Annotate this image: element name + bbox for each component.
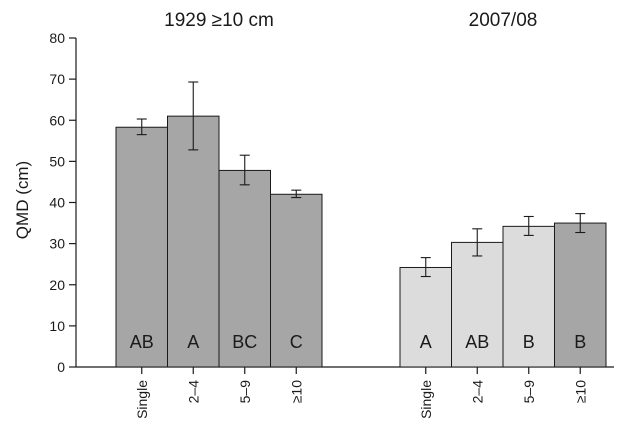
x-tick-label: Single: [134, 380, 150, 419]
bar: [502, 225, 555, 368]
y-tick-label: 40: [49, 195, 65, 211]
x-tick-label: ≥10: [288, 380, 304, 403]
significance-letter: AB: [465, 332, 489, 352]
y-tick-label: 60: [49, 112, 65, 128]
y-tick-label: 20: [49, 277, 65, 293]
y-tick-label: 50: [49, 153, 65, 169]
bar: [554, 222, 607, 368]
y-tick-label: 30: [49, 236, 65, 252]
significance-letter: A: [187, 332, 199, 352]
bar: [167, 115, 220, 368]
y-tick-label: 70: [49, 71, 65, 87]
x-tick-label: 5–9: [521, 380, 537, 404]
panel-title: 1929 ≥10 cm: [164, 10, 274, 31]
y-tick-label: 80: [49, 30, 65, 46]
y-axis-title: QMD (cm): [13, 161, 32, 239]
x-tick-label: ≥10: [572, 380, 588, 403]
bar: [218, 169, 271, 368]
y-tick-label: 10: [49, 318, 65, 334]
significance-letter: B: [574, 332, 586, 352]
significance-letter: A: [420, 332, 432, 352]
y-tick-label: 0: [57, 359, 65, 375]
significance-letter: B: [523, 332, 535, 352]
x-tick-label: 5–9: [237, 380, 253, 404]
significance-letter: BC: [232, 332, 257, 352]
panel-title: 2007/08: [469, 10, 538, 31]
significance-letter: C: [290, 332, 303, 352]
x-tick-label: Single: [418, 380, 434, 419]
bar: [399, 266, 452, 368]
significance-letter: AB: [130, 332, 154, 352]
x-tick-label: 2–4: [185, 380, 201, 404]
bars-layer: [115, 81, 607, 368]
x-tick-label: 2–4: [469, 380, 485, 404]
bar: [270, 193, 323, 368]
